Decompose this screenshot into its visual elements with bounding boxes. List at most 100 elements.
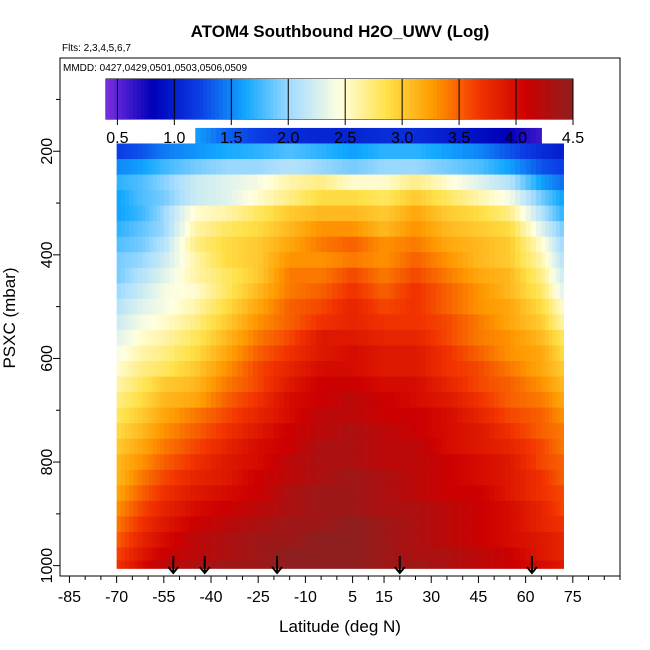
heatmap-cell <box>252 423 259 440</box>
heatmap-cell <box>394 205 401 222</box>
heatmap-cell <box>378 516 385 533</box>
heatmap-cell <box>200 423 207 440</box>
colorbar-swatch <box>495 79 500 119</box>
heatmap-cell <box>441 361 448 378</box>
heatmap-cell <box>315 159 322 176</box>
heatmap-cell <box>368 547 375 562</box>
heatmap-cell <box>478 500 485 518</box>
heatmap-cell <box>184 469 191 486</box>
heatmap-cell <box>205 423 212 440</box>
heatmap-cell <box>195 283 202 300</box>
heatmap-cell <box>195 469 202 486</box>
heatmap-cell <box>499 407 506 424</box>
colorbar-swatch <box>413 79 418 119</box>
heatmap-cell <box>258 407 265 424</box>
heatmap-cell <box>152 190 158 207</box>
heatmap-cell <box>263 329 270 347</box>
heatmap-cell <box>541 423 546 440</box>
heatmap-cell <box>373 267 380 284</box>
heatmap-cell <box>552 469 557 486</box>
heatmap-cell <box>174 143 181 160</box>
x-tick-label: 45 <box>470 589 488 606</box>
heatmap-cell <box>420 314 427 331</box>
heatmap-cell <box>305 407 312 424</box>
heatmap-cell <box>205 392 212 409</box>
heatmap-cell <box>149 314 154 331</box>
heatmap-cell <box>478 407 485 424</box>
heatmap-cell <box>133 267 139 284</box>
heatmap-cell <box>221 485 228 502</box>
heatmap-cell <box>326 531 333 549</box>
colorbar-tick-label: 4.0 <box>505 130 527 147</box>
heatmap-cell <box>494 469 500 486</box>
heatmap-cell <box>305 500 312 518</box>
heatmap-cell <box>441 205 448 222</box>
heatmap-cell <box>425 469 432 486</box>
heatmap-cell <box>357 267 364 284</box>
heatmap-cell <box>231 376 238 393</box>
heatmap-cell <box>174 376 181 393</box>
heatmap-cell <box>405 423 411 440</box>
heatmap-cell <box>452 361 459 378</box>
heatmap-cell <box>242 143 249 160</box>
heatmap-cell <box>152 221 158 238</box>
heatmap-cell <box>163 298 170 316</box>
heatmap-cell <box>247 127 254 145</box>
heatmap-cell <box>559 516 564 533</box>
heatmap-cell <box>405 205 411 222</box>
heatmap-cell <box>141 236 147 253</box>
heatmap-cell <box>141 423 147 440</box>
heatmap-cell <box>515 407 521 424</box>
heatmap-cell <box>410 314 417 331</box>
heatmap-cell <box>410 283 417 300</box>
heatmap-cell <box>545 407 550 424</box>
heatmap-cell <box>494 143 500 160</box>
heatmap-cell <box>525 236 532 253</box>
heatmap-cell <box>552 500 557 518</box>
heatmap-cell <box>494 190 500 207</box>
heatmap-cell <box>137 190 143 207</box>
heatmap-cell <box>559 329 564 347</box>
heatmap-cell <box>462 221 469 238</box>
heatmap-cell <box>258 547 265 562</box>
heatmap-cell <box>149 236 154 253</box>
heatmap-cell <box>504 174 511 191</box>
heatmap-cell <box>305 423 312 440</box>
heatmap-cell <box>525 454 532 471</box>
heatmap-cell <box>149 159 154 176</box>
heatmap-cell <box>446 252 453 269</box>
heatmap-cell <box>160 283 165 300</box>
heatmap-cell <box>446 298 453 316</box>
heatmap-cell <box>357 560 364 569</box>
heatmap-cell <box>137 500 143 518</box>
heatmap-cell <box>315 329 322 347</box>
heatmap-cell <box>357 159 364 176</box>
heatmap-cell <box>190 407 196 424</box>
colorbar-swatch <box>117 79 123 119</box>
colorbar-swatch <box>168 79 173 119</box>
heatmap-cell <box>394 143 401 160</box>
heatmap-cell <box>133 438 139 455</box>
heatmap-cell <box>205 547 212 562</box>
heatmap-cell <box>133 252 139 269</box>
heatmap-cell <box>294 407 301 424</box>
heatmap-cell <box>494 236 500 253</box>
heatmap-cell <box>525 485 532 502</box>
heatmap-cell <box>504 500 511 518</box>
heatmap-cell <box>357 127 364 145</box>
heatmap-cell <box>300 236 306 253</box>
heatmap-cell <box>525 298 532 316</box>
heatmap-cell <box>478 392 485 409</box>
heatmap-cell <box>378 283 385 300</box>
x-tick-label: -85 <box>58 589 81 606</box>
heatmap-cell <box>462 127 469 145</box>
heatmap-cell <box>520 376 527 393</box>
colorbar-swatch <box>273 79 278 119</box>
heatmap-cell <box>556 159 561 176</box>
heatmap-cell <box>263 159 270 176</box>
heatmap-cell <box>394 454 401 471</box>
heatmap-cell <box>488 159 495 176</box>
heatmap-cell <box>499 127 506 145</box>
heatmap-cell <box>420 454 427 471</box>
heatmap-cell <box>300 361 306 378</box>
